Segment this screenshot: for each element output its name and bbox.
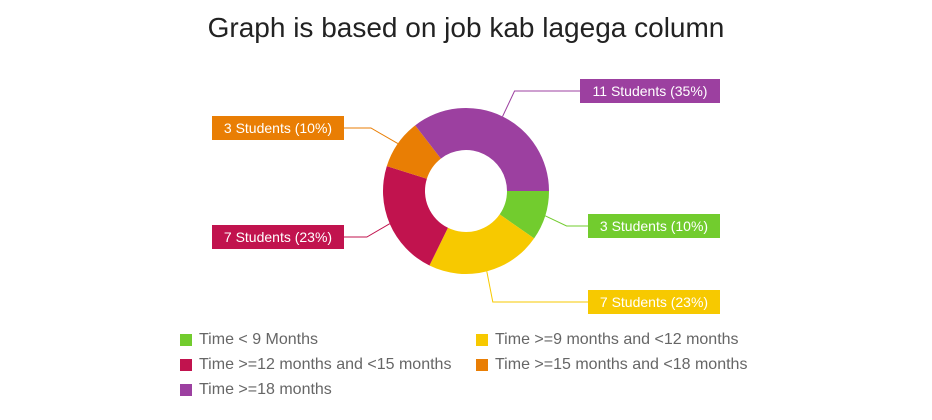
legend-label: Time >=15 months and <18 months: [495, 356, 747, 374]
donut-slice[interactable]: [415, 108, 549, 191]
legend-label: Time >=12 months and <15 months: [199, 356, 451, 374]
leader-line: [344, 224, 390, 237]
legend-item-time-gte-18[interactable]: Time >=18 months: [180, 380, 476, 399]
data-label: 7 Students (23%): [224, 229, 332, 245]
legend-item-time-lt-9[interactable]: Time < 9 Months: [180, 330, 476, 349]
leader-line: [344, 128, 398, 144]
data-label: 3 Students (10%): [600, 218, 708, 234]
legend-swatch: [476, 334, 488, 346]
legend-swatch: [476, 359, 488, 371]
legend-item-time-12-15[interactable]: Time >=12 months and <15 months: [180, 355, 476, 374]
legend: Time < 9 Months Time >=9 months and <12 …: [180, 330, 800, 399]
legend-item-time-9-12[interactable]: Time >=9 months and <12 months: [476, 330, 776, 349]
leader-line: [487, 271, 588, 302]
legend-label: Time < 9 Months: [199, 331, 318, 349]
data-label: 3 Students (10%): [224, 120, 332, 136]
legend-item-time-15-18[interactable]: Time >=15 months and <18 months: [476, 355, 776, 374]
legend-swatch: [180, 384, 192, 396]
legend-label: Time >=9 months and <12 months: [495, 331, 739, 349]
leader-line: [545, 216, 588, 226]
data-label: 7 Students (23%): [600, 294, 708, 310]
legend-label: Time >=18 months: [199, 381, 332, 399]
legend-swatch: [180, 334, 192, 346]
leader-line: [503, 91, 580, 116]
data-label: 11 Students (35%): [593, 83, 708, 99]
legend-swatch: [180, 359, 192, 371]
